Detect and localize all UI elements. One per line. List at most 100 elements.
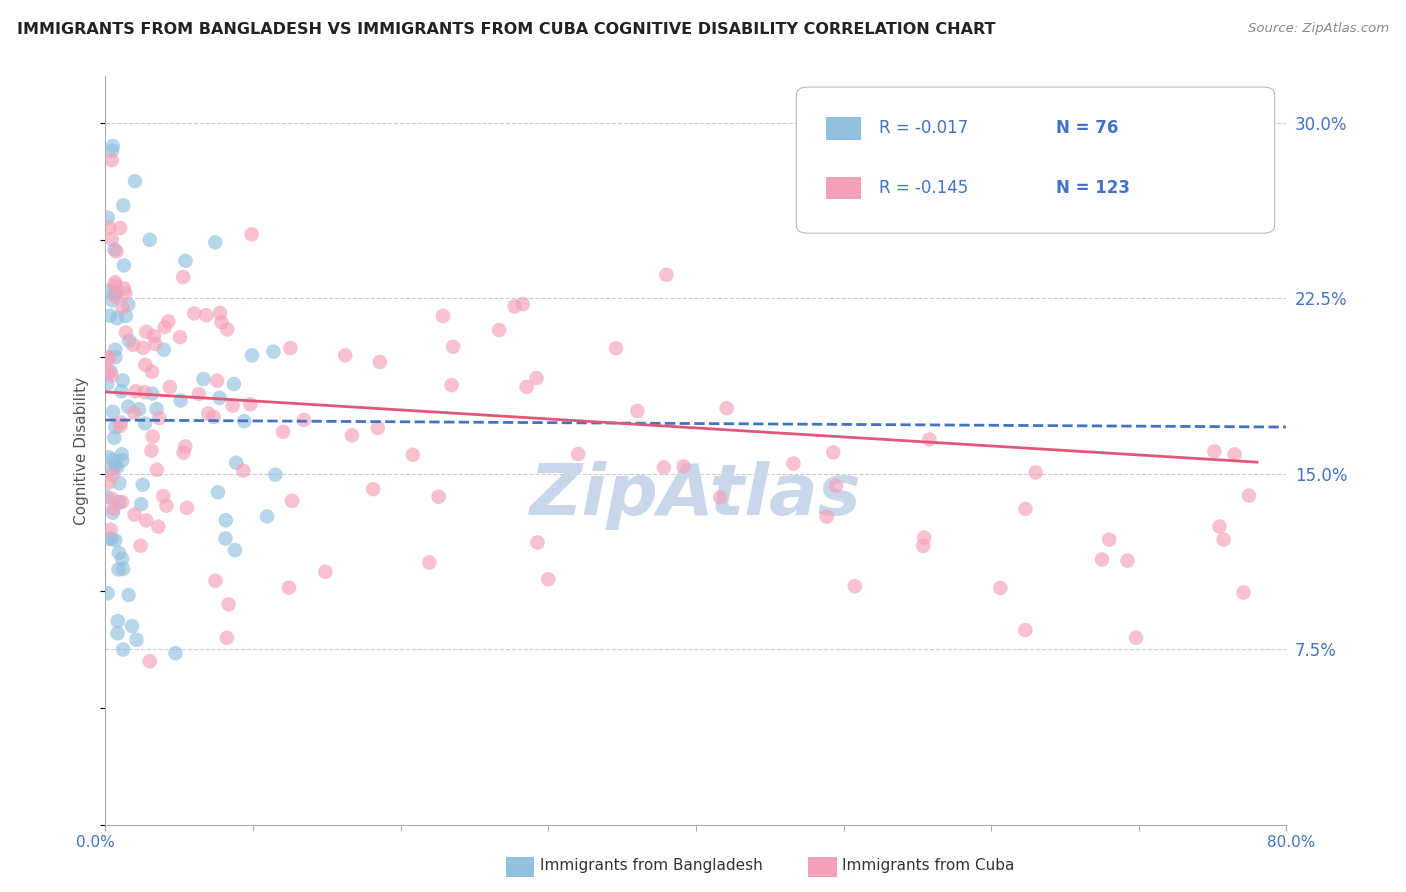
- Point: [262, 344, 284, 359]
- Bar: [825, 177, 862, 200]
- Text: N = 76: N = 76: [1056, 120, 1119, 137]
- Point: [1232, 585, 1254, 599]
- Point: [135, 513, 157, 527]
- Point: [97, 350, 120, 364]
- Point: [103, 453, 125, 467]
- Point: [141, 443, 163, 458]
- Point: [193, 372, 215, 386]
- Point: [1125, 631, 1147, 645]
- Point: [169, 330, 191, 344]
- Point: [368, 355, 391, 369]
- Text: Source: ZipAtlas.com: Source: ZipAtlas.com: [1249, 22, 1389, 36]
- Point: [112, 562, 135, 576]
- Point: [142, 329, 165, 343]
- Text: R = -0.145: R = -0.145: [879, 179, 969, 197]
- Point: [115, 326, 138, 340]
- Point: [128, 402, 150, 417]
- Point: [157, 314, 180, 328]
- Point: [100, 532, 122, 546]
- Point: [121, 619, 143, 633]
- Point: [124, 508, 146, 522]
- Point: [111, 300, 134, 314]
- Point: [205, 374, 228, 388]
- Point: [134, 385, 156, 400]
- Point: [240, 227, 263, 242]
- Point: [173, 445, 195, 459]
- Point: [222, 377, 245, 392]
- Point: [432, 309, 454, 323]
- Point: [402, 448, 425, 462]
- FancyBboxPatch shape: [796, 87, 1275, 233]
- Point: [567, 447, 589, 461]
- Point: [142, 429, 165, 443]
- Point: [208, 306, 231, 320]
- Point: [292, 413, 315, 427]
- Point: [97, 351, 120, 366]
- Point: [988, 581, 1011, 595]
- Point: [112, 258, 135, 272]
- Point: [1091, 552, 1114, 566]
- Point: [815, 509, 838, 524]
- Point: [169, 393, 191, 408]
- Point: [111, 453, 134, 467]
- Point: [148, 519, 170, 533]
- Point: [215, 631, 238, 645]
- Point: [1223, 447, 1246, 461]
- Point: [340, 428, 363, 442]
- Point: [104, 458, 127, 472]
- Point: [135, 325, 157, 339]
- Point: [233, 414, 256, 428]
- Point: [208, 391, 231, 405]
- Point: [132, 341, 155, 355]
- Point: [122, 338, 145, 352]
- Point: [98, 220, 121, 235]
- Point: [146, 463, 169, 477]
- Point: [124, 174, 146, 188]
- Point: [165, 646, 187, 660]
- Point: [672, 459, 695, 474]
- Point: [264, 467, 287, 482]
- Point: [111, 447, 134, 461]
- Point: [1014, 623, 1036, 637]
- Point: [112, 281, 135, 295]
- Point: [101, 506, 124, 520]
- Point: [117, 400, 139, 414]
- Text: Immigrants from Bangladesh: Immigrants from Bangladesh: [540, 858, 762, 872]
- Point: [143, 337, 166, 351]
- Point: [844, 579, 866, 593]
- Point: [132, 477, 155, 491]
- Text: Immigrants from Cuba: Immigrants from Cuba: [842, 858, 1015, 872]
- Text: 80.0%: 80.0%: [1267, 836, 1315, 850]
- Point: [101, 293, 124, 308]
- Bar: [825, 117, 862, 139]
- Point: [115, 309, 138, 323]
- Point: [107, 562, 129, 576]
- Point: [112, 198, 135, 212]
- Point: [912, 539, 935, 553]
- Point: [96, 490, 118, 504]
- Text: 0.0%: 0.0%: [76, 836, 115, 850]
- Point: [187, 387, 209, 401]
- Point: [537, 572, 560, 586]
- Point: [97, 586, 120, 600]
- Point: [335, 348, 357, 362]
- Point: [1208, 519, 1230, 533]
- Point: [174, 439, 197, 453]
- Point: [512, 297, 534, 311]
- Point: [111, 551, 134, 566]
- Point: [134, 417, 156, 431]
- Point: [1116, 553, 1139, 567]
- Point: [516, 380, 538, 394]
- Point: [172, 270, 194, 285]
- Point: [823, 445, 845, 459]
- Point: [271, 425, 294, 439]
- Point: [155, 499, 177, 513]
- Point: [105, 460, 128, 475]
- Point: [105, 311, 128, 326]
- Point: [100, 368, 122, 383]
- Point: [111, 373, 134, 387]
- Point: [655, 268, 678, 282]
- Point: [101, 467, 124, 482]
- Point: [110, 416, 132, 430]
- Point: [114, 286, 136, 301]
